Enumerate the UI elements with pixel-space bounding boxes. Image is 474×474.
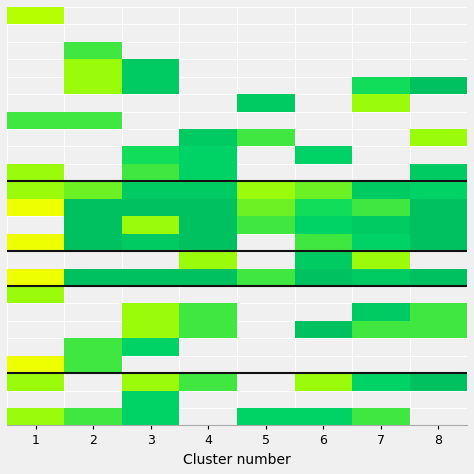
Bar	[352, 182, 410, 199]
Bar	[294, 321, 352, 338]
Bar	[7, 182, 64, 199]
Bar	[122, 146, 180, 164]
Bar	[180, 164, 237, 182]
Bar	[352, 251, 410, 269]
Bar	[180, 269, 237, 286]
Bar	[294, 234, 352, 251]
Bar	[64, 234, 122, 251]
Bar	[64, 111, 122, 129]
Bar	[7, 408, 64, 426]
Bar	[64, 216, 122, 234]
Bar	[64, 356, 122, 373]
Bar	[294, 269, 352, 286]
Bar	[294, 182, 352, 199]
Bar	[180, 182, 237, 199]
Bar	[7, 269, 64, 286]
Bar	[180, 303, 237, 321]
Bar	[122, 182, 180, 199]
Bar	[237, 216, 294, 234]
Bar	[64, 408, 122, 426]
Bar	[410, 182, 467, 199]
Bar	[7, 111, 64, 129]
Bar	[410, 234, 467, 251]
Bar	[237, 129, 294, 146]
Bar	[410, 216, 467, 234]
Bar	[64, 269, 122, 286]
Bar	[410, 321, 467, 338]
Bar	[352, 373, 410, 391]
Bar	[352, 216, 410, 234]
Bar	[180, 234, 237, 251]
Bar	[410, 199, 467, 216]
Bar	[237, 408, 294, 426]
Bar	[7, 7, 64, 24]
Bar	[237, 269, 294, 286]
Bar	[410, 269, 467, 286]
Bar	[180, 199, 237, 216]
Bar	[122, 303, 180, 321]
Bar	[64, 59, 122, 77]
Bar	[122, 164, 180, 182]
Bar	[410, 77, 467, 94]
Bar	[122, 77, 180, 94]
Bar	[122, 321, 180, 338]
Bar	[352, 94, 410, 111]
Bar	[180, 129, 237, 146]
Bar	[294, 251, 352, 269]
Bar	[237, 94, 294, 111]
Bar	[294, 199, 352, 216]
Bar	[122, 216, 180, 234]
Bar	[7, 199, 64, 216]
Bar	[122, 373, 180, 391]
Bar	[294, 146, 352, 164]
Bar	[352, 269, 410, 286]
Bar	[122, 269, 180, 286]
Bar	[352, 234, 410, 251]
X-axis label: Cluster number: Cluster number	[183, 453, 291, 467]
Bar	[7, 234, 64, 251]
Bar	[294, 216, 352, 234]
Bar	[64, 77, 122, 94]
Bar	[410, 373, 467, 391]
Bar	[237, 199, 294, 216]
Bar	[122, 338, 180, 356]
Bar	[64, 182, 122, 199]
Bar	[64, 338, 122, 356]
Bar	[7, 164, 64, 182]
Bar	[352, 199, 410, 216]
Bar	[237, 182, 294, 199]
Bar	[64, 42, 122, 59]
Bar	[352, 408, 410, 426]
Bar	[122, 59, 180, 77]
Bar	[64, 199, 122, 216]
Bar	[180, 321, 237, 338]
Bar	[180, 146, 237, 164]
Bar	[7, 286, 64, 303]
Bar	[180, 251, 237, 269]
Bar	[410, 129, 467, 146]
Bar	[352, 321, 410, 338]
Bar	[122, 199, 180, 216]
Bar	[122, 408, 180, 426]
Bar	[122, 391, 180, 408]
Bar	[294, 373, 352, 391]
Bar	[7, 356, 64, 373]
Bar	[352, 303, 410, 321]
Bar	[7, 373, 64, 391]
Bar	[294, 408, 352, 426]
Bar	[410, 303, 467, 321]
Bar	[410, 164, 467, 182]
Bar	[180, 373, 237, 391]
Bar	[122, 234, 180, 251]
Bar	[180, 216, 237, 234]
Bar	[352, 77, 410, 94]
